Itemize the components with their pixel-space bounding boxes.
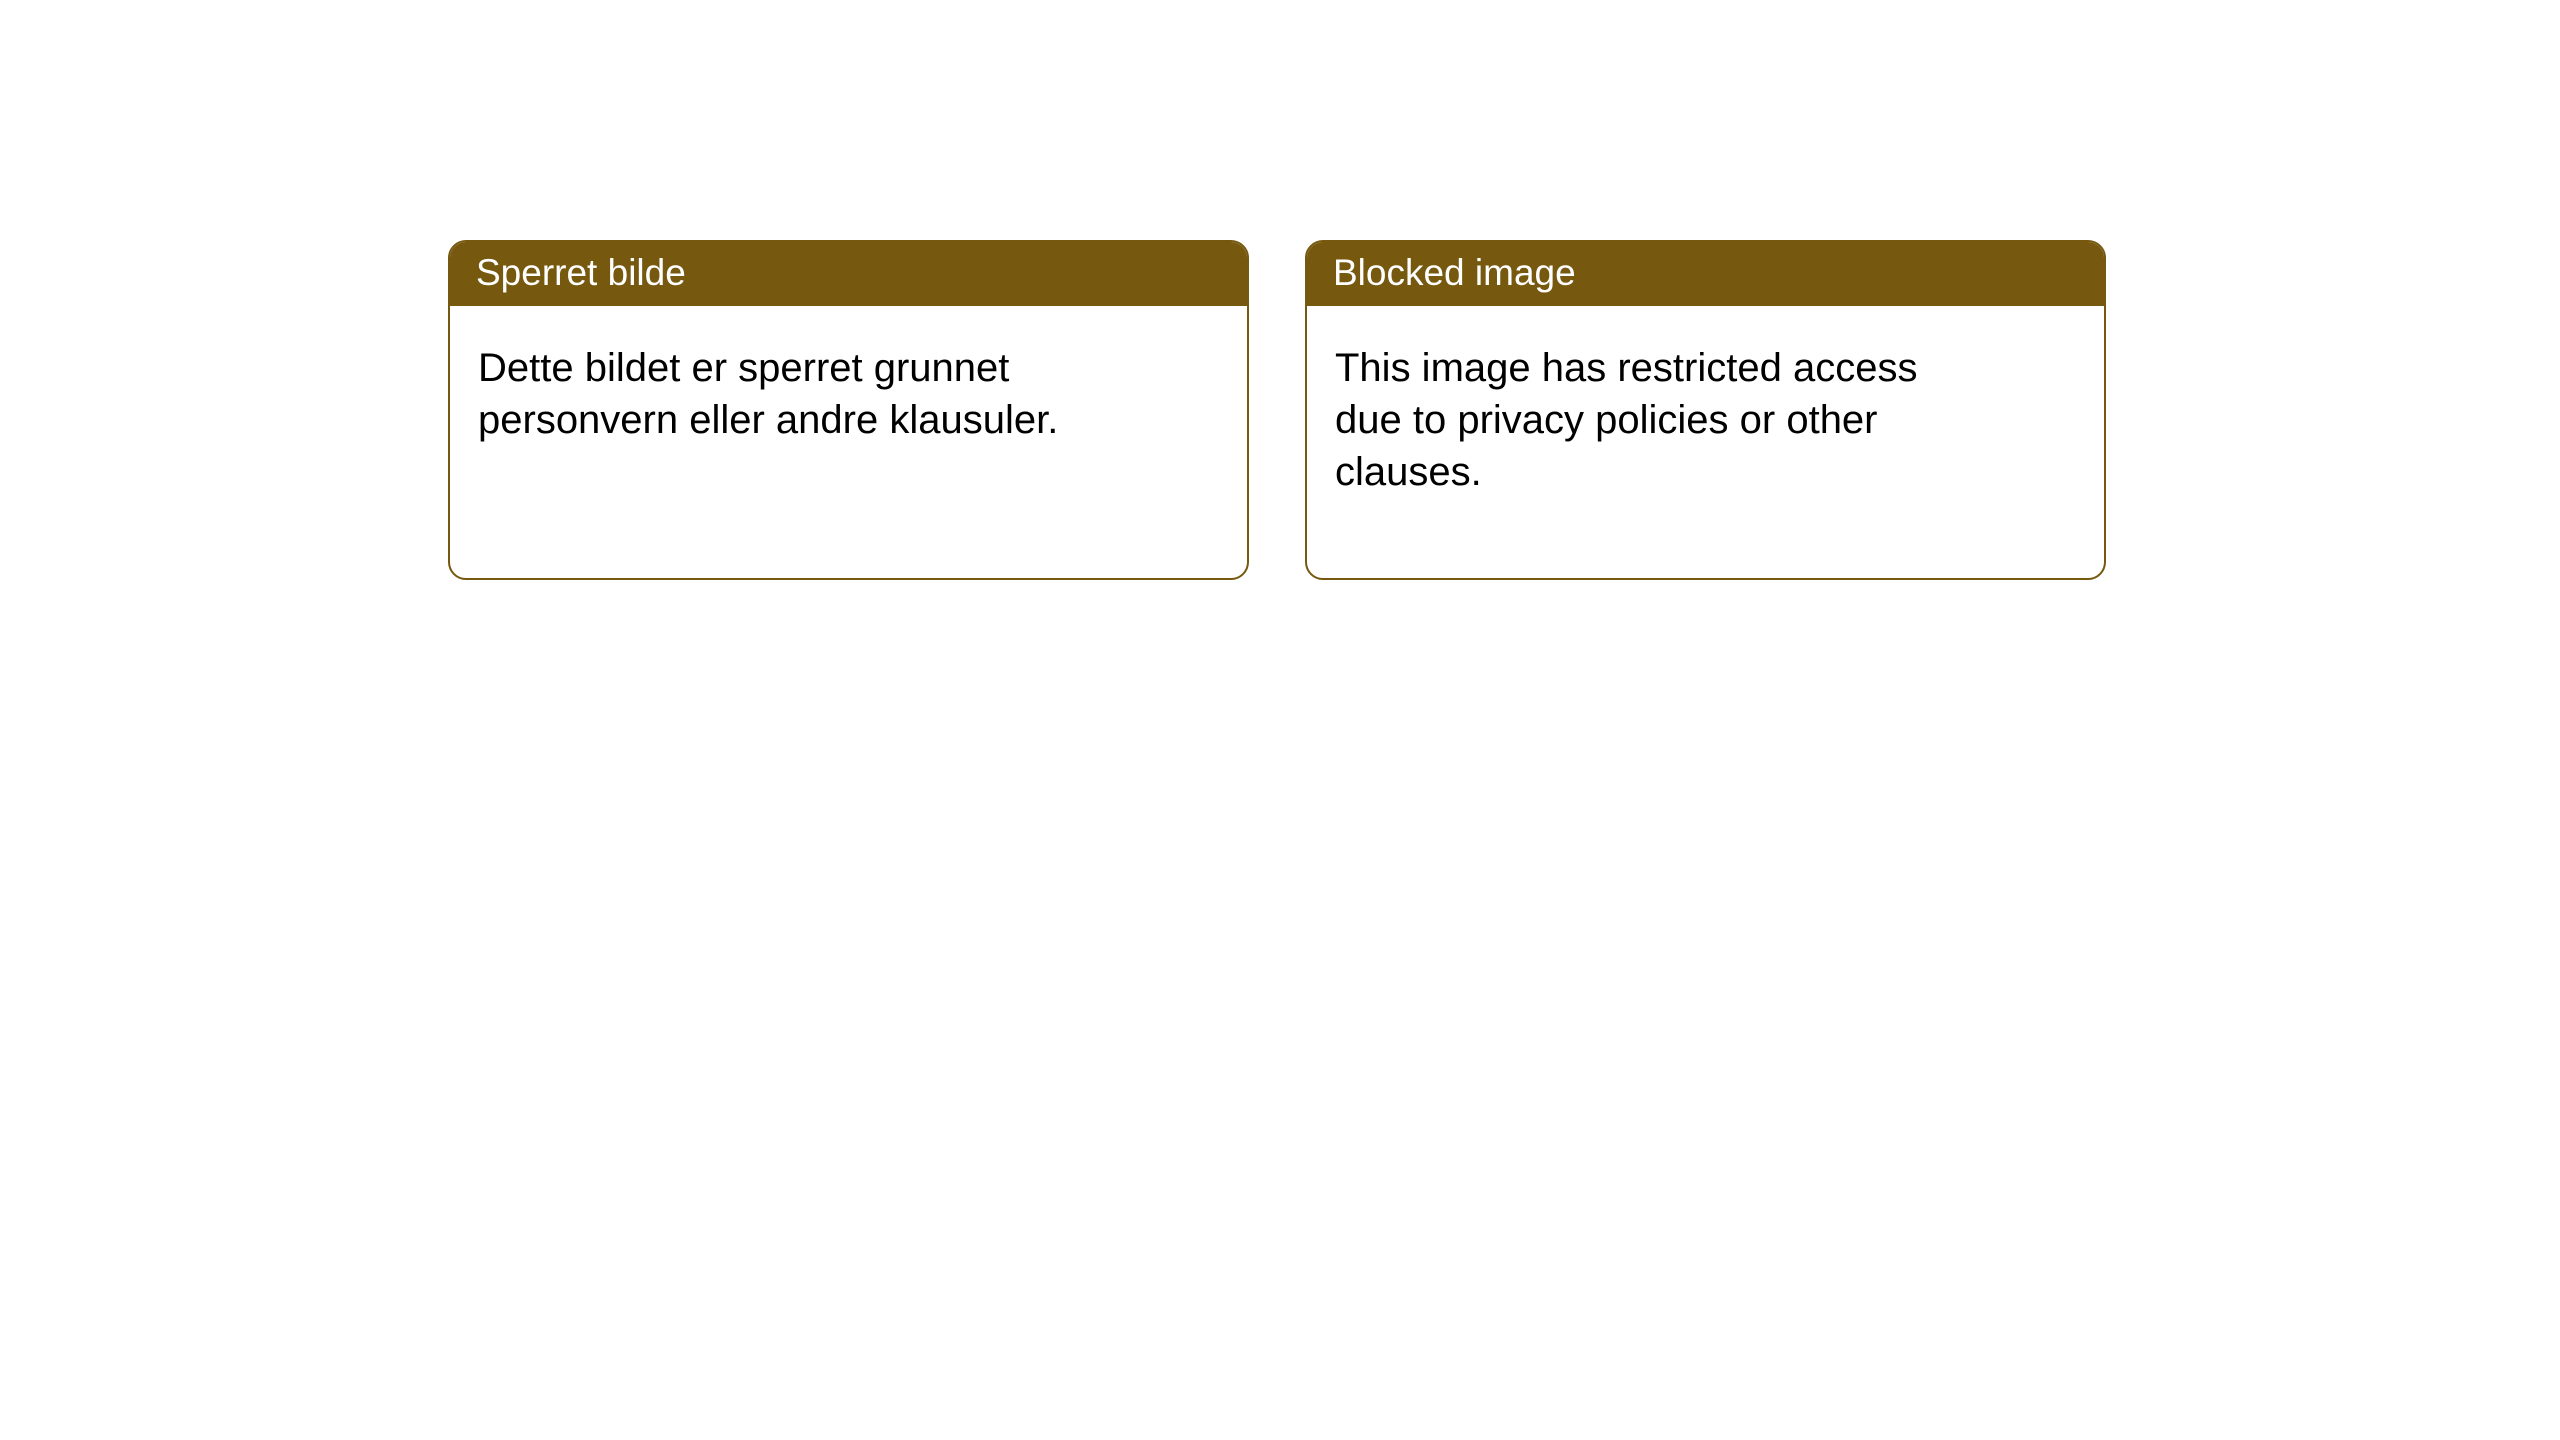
notice-header-english: Blocked image (1307, 242, 2104, 306)
notice-text-norwegian: Dette bildet er sperret grunnet personve… (478, 346, 1058, 442)
notice-container: Sperret bilde Dette bildet er sperret gr… (0, 0, 2560, 580)
notice-title-english: Blocked image (1333, 252, 1576, 293)
notice-title-norwegian: Sperret bilde (476, 252, 686, 293)
notice-card-norwegian: Sperret bilde Dette bildet er sperret gr… (448, 240, 1249, 580)
notice-text-english: This image has restricted access due to … (1335, 346, 1917, 494)
notice-body-english: This image has restricted access due to … (1307, 306, 2104, 578)
notice-card-english: Blocked image This image has restricted … (1305, 240, 2106, 580)
notice-body-norwegian: Dette bildet er sperret grunnet personve… (450, 306, 1247, 526)
notice-header-norwegian: Sperret bilde (450, 242, 1247, 306)
